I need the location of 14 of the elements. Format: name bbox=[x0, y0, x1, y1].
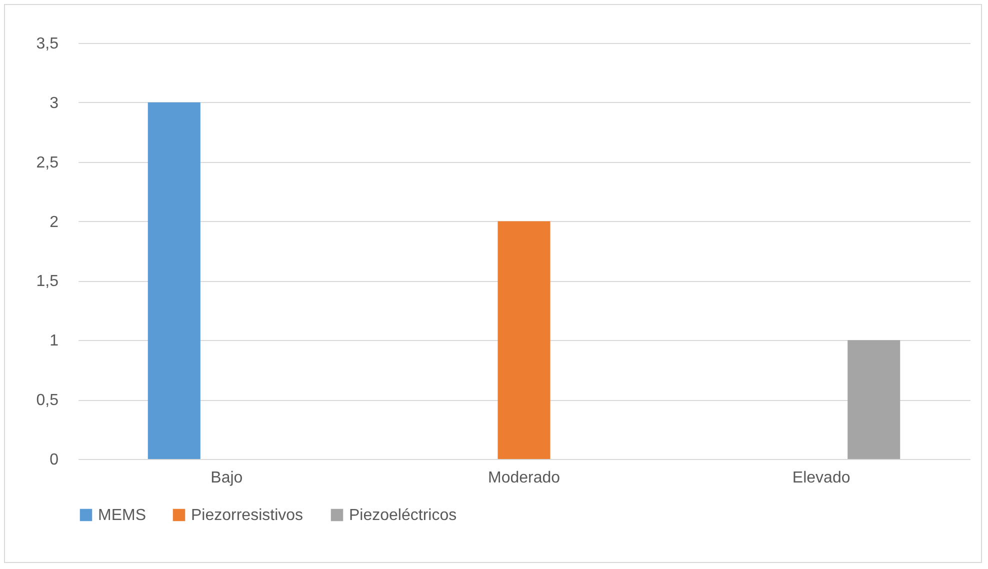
y-tick-label: 3,5 bbox=[36, 36, 59, 52]
y-tick-label: 1,5 bbox=[36, 273, 59, 290]
legend-label: MEMS bbox=[98, 507, 146, 524]
x-tick-label: Bajo bbox=[210, 470, 243, 486]
x-tick-label: Moderado bbox=[488, 470, 560, 486]
legend-label: Piezorresistivos bbox=[191, 507, 304, 524]
legend-label: Piezoeléctricos bbox=[349, 507, 457, 524]
y-tick-label: 2 bbox=[50, 214, 59, 231]
y-tick-label: 0,5 bbox=[36, 392, 59, 410]
y-tick-label: 2,5 bbox=[36, 154, 59, 172]
y-tick-label: 0 bbox=[50, 452, 59, 468]
x-tick-label: Elevado bbox=[792, 470, 850, 486]
y-tick-label: 1 bbox=[50, 332, 59, 350]
y-tick-label: 3 bbox=[50, 94, 59, 112]
